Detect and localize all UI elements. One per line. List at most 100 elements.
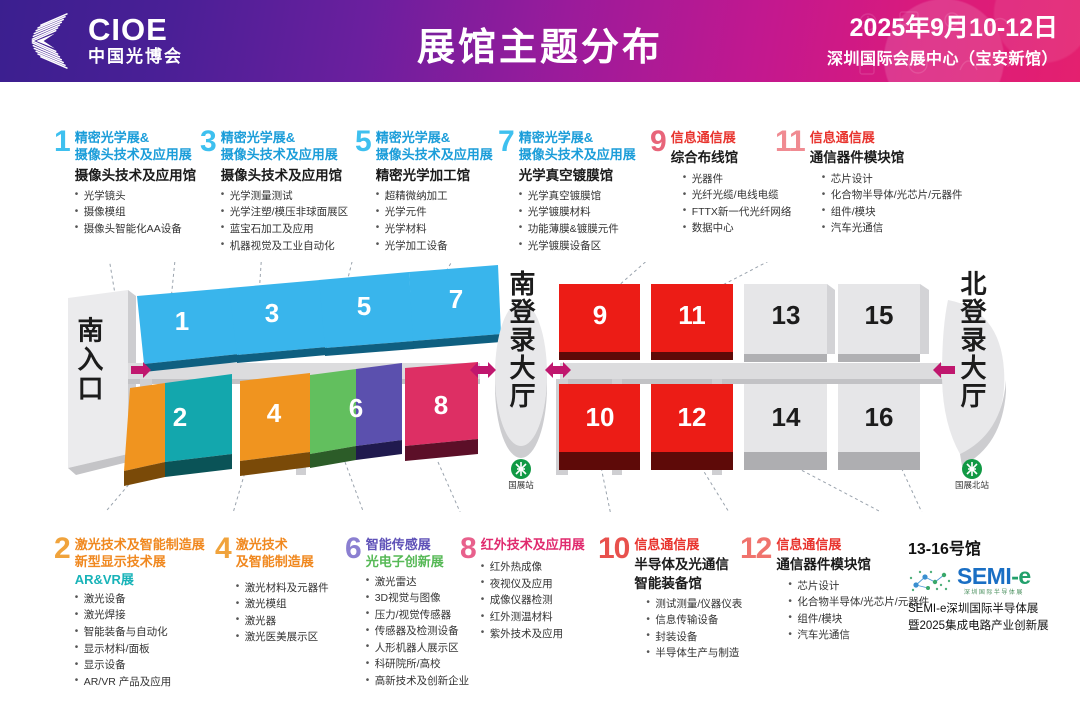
arrow-right-icon — [131, 362, 151, 378]
callout-item-list: 光学镜头 摄像模组 摄像头智能化AA设备 — [75, 187, 197, 238]
callout-number: 4 — [215, 532, 232, 565]
list-item: 半导体生产与制造 — [646, 645, 742, 662]
semi-logo-subtitle: 深圳国际半导体展 — [963, 590, 1024, 596]
callout-heading-line1: 智能传感展 — [365, 537, 431, 552]
hall-block-4[interactable] — [240, 373, 310, 476]
callout-hall-8: 8 红外技术及应用展 红外热成像 夜视仪及应用 成像仪器检测 红外测温材料 紫外… — [460, 532, 585, 642]
hall-block-3[interactable] — [229, 280, 327, 363]
header-decoration — [840, 0, 1080, 82]
callout-item-list: 测试测量/仪器仪表 信息传输设备 封装设备 半导体生产与制造 — [634, 595, 742, 662]
callout-number: 8 — [460, 532, 477, 565]
callout-number: 3 — [200, 125, 217, 158]
hall-label-5: 5 — [357, 291, 371, 321]
callout-heading-line2: 光电子创新展 — [365, 554, 444, 570]
hall-label-11: 11 — [678, 300, 706, 330]
semi-hall-range: 13-16号馆 — [908, 541, 981, 558]
callout-hall-5: 5 精密光学展& 摄像头技术及应用展 精密光学加工馆 超精微纳加工 光学元件 光… — [355, 125, 493, 255]
callout-heading-line1: 信息通信展 — [809, 130, 875, 145]
hall-label-13: 13 — [772, 300, 801, 330]
event-date: 2025年9月10-12日 — [849, 14, 1058, 42]
callout-heading-line3: AR&VR展 — [74, 571, 134, 587]
hall-block-6[interactable] — [310, 363, 402, 468]
callout-heading-line2: 新型显示技术展 — [74, 554, 166, 570]
callout-number: 7 — [498, 125, 515, 158]
north-lobby — [942, 300, 1006, 466]
callout-number: 1 — [54, 125, 71, 158]
hall-block-12[interactable] — [651, 384, 733, 470]
callout-heading-line1: 红外技术及应用展 — [480, 537, 585, 552]
list-item: 汽车光通信 — [788, 627, 929, 644]
hall-label-3: 3 — [265, 298, 279, 328]
list-item: 功能薄膜&镀膜元件 — [519, 220, 636, 238]
list-item: 压力/视觉传感器 — [366, 606, 470, 624]
hall-block-2[interactable] — [124, 374, 232, 486]
callout-hall-7: 7 精密光学展& 摄像头技术及应用展 光学真空镀膜馆 光学真空镀膜馆 光学镀膜材… — [498, 125, 636, 255]
callout-subtitle: 摄像头技术及应用馆 — [220, 167, 343, 183]
list-item: 光学加工设备 — [376, 237, 493, 255]
list-item: 高新技术及创新企业 — [366, 673, 470, 690]
callout-heading-line2: 摄像头技术及应用展 — [74, 147, 192, 163]
callout-item-list: 激光设备 激光焊接 智能装备与自动化 显示材料/面板 显示设备 AR/VR 产品… — [75, 590, 205, 690]
list-item: 光学真空镀膜馆 — [519, 187, 636, 205]
direction-arrows — [131, 362, 955, 378]
hall-block-8[interactable] — [405, 362, 478, 461]
callout-item-list: 超精微纳加工 光学元件 光学材料 光学加工设备 — [376, 187, 493, 255]
list-item: 激光设备 — [75, 590, 205, 608]
hall-label-15: 15 — [865, 300, 894, 330]
hall-label-12: 12 — [678, 402, 707, 432]
callout-heading-line2: 摄像头技术及应用展 — [220, 147, 338, 163]
list-item: 显示设备 — [75, 657, 205, 674]
hall-block-13[interactable] — [744, 284, 835, 362]
callout-hall-6: 6 智能传感展 光电子创新展 激光雷达 3D视觉与图像 压力/视觉传感器 传感器… — [345, 534, 470, 690]
callout-subtitle: 通信器件模块馆 — [776, 557, 871, 573]
callout-hall-12: 12 信息通信展 通信器件模块馆 芯片设计 化合物半导体/光芯片/元器件 组件/… — [740, 534, 929, 644]
event-venue: 深圳国际会展中心（宝安新馆） — [826, 51, 1058, 68]
callout-hall-1: 1 精密光学展& 摄像头技术及应用展 摄像头技术及应用馆 光学镜头 摄像模组 摄… — [54, 125, 197, 238]
callout-subtitle: 精密光学加工馆 — [375, 167, 471, 183]
callout-heading-line1: 信息通信展 — [776, 537, 842, 552]
list-item: 人形机器人展示区 — [366, 639, 470, 657]
hall-block-14[interactable] — [744, 384, 827, 470]
list-item: 蓝宝石加工及应用 — [221, 220, 348, 238]
cioe-logo: CIOE 中国光博会 — [24, 10, 183, 72]
list-item: 化合物半导体/光芯片/元器件 — [822, 187, 963, 204]
hall-block-10[interactable] — [559, 384, 640, 470]
page-header: CIOE 中国光博会 展馆主题分布 2025年9月10-12日 深圳国际会展中心… — [0, 0, 1080, 82]
logo-text-en: CIOE — [88, 11, 168, 47]
callout-heading-line1: 精密光学展& — [375, 130, 451, 145]
callout-number: 5 — [355, 125, 372, 158]
callout-hall-4: 4 激光技术 及智能制造展 激光材料及元器件 激光模组 激光器 激光医美展示区 — [215, 532, 329, 646]
header-icon-pattern — [859, 11, 1020, 75]
list-item: 光学镀膜设备区 — [519, 237, 636, 255]
hall-block-5[interactable] — [319, 272, 414, 356]
hall-label-7: 7 — [449, 284, 463, 314]
callout-item-list: 光器件 光纤光缆/电线电缆 FTTX新一代光纤网络 数据中心 — [671, 170, 792, 237]
south-entrance-label: 南入口 — [74, 316, 104, 403]
callout-heading-line1: 精密光学展& — [518, 130, 594, 145]
callout-item-list: 光学真空镀膜馆 光学镀膜材料 功能薄膜&镀膜元件 光学镀膜设备区 — [519, 187, 636, 255]
list-item: 封装设备 — [646, 628, 742, 646]
metro-north-label: 国展北站 — [955, 480, 990, 490]
list-item: 机器视觉及工业自动化 — [221, 237, 348, 255]
list-item: 光学注塑/模压非球面展区 — [221, 204, 348, 221]
hall-block-9[interactable] — [559, 284, 640, 360]
callout-heading-line1: 激光技术 — [235, 537, 288, 552]
hall-label-16: 16 — [865, 402, 894, 432]
list-item: 光纤光缆/电线电缆 — [683, 187, 792, 204]
hall-block-11[interactable] — [651, 284, 733, 360]
hall-label-2: 2 — [173, 402, 187, 432]
callout-heading-line2: 及智能制造展 — [235, 554, 314, 570]
hall-block-16[interactable] — [838, 384, 920, 470]
list-item: 红外测温材料 — [481, 609, 585, 626]
list-item: 夜视仪及应用 — [481, 575, 585, 593]
list-item: 汽车光通信 — [822, 220, 963, 237]
exhibition-hall-map: .hn{ font-family:"Liberation Sans","Deja… — [68, 262, 1006, 512]
list-item: 激光雷达 — [366, 573, 470, 591]
callout-number: 10 — [598, 532, 630, 565]
callout-hall-11: 11 信息通信展 通信器件模块馆 芯片设计 化合物半导体/光芯片/元器件 组件/… — [775, 127, 963, 237]
list-item: 光学镜头 — [75, 187, 197, 205]
hall-block-7[interactable] — [409, 265, 501, 349]
hall-block-1[interactable] — [137, 288, 239, 372]
hall-block-15[interactable] — [838, 284, 929, 362]
list-item: 摄像模组 — [75, 204, 197, 221]
